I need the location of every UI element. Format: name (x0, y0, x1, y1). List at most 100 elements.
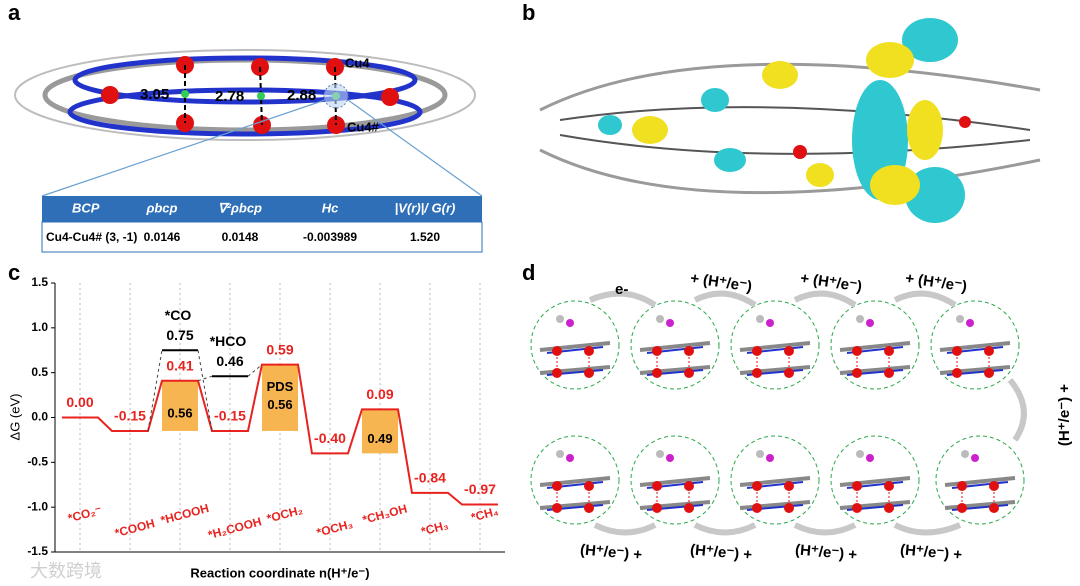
table-header: ρbcp (146, 200, 178, 215)
cu (784, 346, 794, 356)
step-arrow (593, 522, 657, 536)
cu (584, 368, 594, 378)
step-label: (H⁺/e⁻) + (1056, 384, 1073, 446)
cu (989, 481, 999, 491)
value-label: 0.41 (166, 357, 193, 373)
adsorbate (966, 319, 974, 327)
barrier (362, 409, 398, 454)
y-tick-label: 0.0 (31, 410, 48, 424)
energy-chart: -1.5 -1.0 -0.5 0.0 0.5 1.0 1.5 ΔG (eV) Reaction … (7, 275, 505, 580)
step-arrow (893, 522, 962, 536)
energy-path (62, 363, 498, 506)
adsorbate (656, 315, 664, 323)
step-arrow (793, 290, 857, 308)
x-tick-label: *OCH₃ (315, 517, 354, 540)
step-label: e- (615, 281, 628, 298)
cu (989, 503, 999, 513)
cu (784, 481, 794, 491)
value-label: -0.15 (214, 408, 246, 424)
molecule (944, 476, 1016, 510)
panel-label: a (8, 0, 21, 25)
value-label: 0.00 (66, 394, 93, 410)
adsorbate (866, 454, 874, 462)
distance: 2.88 (287, 87, 316, 104)
adsorbate (961, 450, 969, 458)
mechanism (530, 290, 1027, 536)
value-label: 0.59 (266, 341, 293, 357)
adsorbate (566, 319, 574, 327)
cu (752, 503, 762, 513)
table-cell: 1.520 (410, 230, 440, 244)
barrier (162, 380, 198, 431)
step-arrow (588, 290, 657, 308)
watermark: 大数跨境 (30, 561, 102, 581)
molecule (539, 341, 611, 375)
x-axis-label: Reaction coordinate n(H⁺/e⁻) (190, 565, 369, 580)
cu (852, 368, 862, 378)
cu (784, 503, 794, 513)
step-arrow (693, 290, 757, 308)
molecule (739, 476, 811, 510)
cu (584, 481, 594, 491)
y-tick-label: 1.0 (31, 320, 48, 334)
x-tick-label: *CH₄ (470, 504, 501, 525)
cu (852, 346, 862, 356)
cu (984, 368, 994, 378)
panel-label: c (8, 260, 20, 285)
molecule (639, 341, 711, 375)
cu (684, 503, 694, 513)
step-label: (H⁺/e⁻) + (794, 541, 858, 563)
cu (884, 346, 894, 356)
barrier-label: 0.56 (167, 405, 192, 420)
cu (957, 481, 967, 491)
table-cell: 0.0146 (144, 230, 181, 244)
cu (652, 368, 662, 378)
x-tick-label: *HCOOH (159, 501, 210, 527)
value-label: -0.97 (464, 481, 496, 497)
alt-connector (197, 375, 213, 382)
cu (884, 481, 894, 491)
table-cell: 0.0148 (222, 230, 259, 244)
cu (752, 368, 762, 378)
molecule (839, 476, 911, 510)
cu (652, 503, 662, 513)
x-tick-label: *CO₂⁻ (66, 503, 103, 525)
adsorbate (566, 454, 574, 462)
adsorbate (856, 315, 864, 323)
cu (684, 368, 694, 378)
annotation: PDS (267, 379, 294, 394)
barrier-label: 0.49 (367, 431, 392, 446)
molecule (839, 341, 911, 375)
panel-label: b (522, 0, 535, 25)
atom-label: Cu4# (347, 119, 380, 134)
adsorbate (971, 454, 979, 462)
panel-label: d (522, 260, 535, 285)
value-label: 0.09 (366, 386, 393, 402)
molecule (639, 476, 711, 510)
value-label: -0.15 (114, 408, 146, 424)
cu (752, 346, 762, 356)
step-label: (H⁺/e⁻) + (899, 541, 963, 563)
y-tick-label: -1.0 (27, 499, 48, 513)
table-cell: -0.003989 (303, 230, 357, 244)
adsorbate (766, 454, 774, 462)
y-tick-label: 0.5 (31, 365, 48, 379)
value-label: -0.40 (314, 430, 346, 446)
molecule (739, 341, 811, 375)
adsorbate (556, 315, 564, 323)
step-arrow (793, 522, 857, 536)
alt-species-label: *CO (165, 307, 192, 323)
cu (684, 346, 694, 356)
cu (852, 481, 862, 491)
x-tick-label: *COOH (113, 516, 156, 540)
distance: 3.05 (140, 86, 169, 103)
value-label: -0.84 (414, 470, 446, 486)
zoom-lines (41, 99, 483, 197)
cu (552, 368, 562, 378)
adsorbate (956, 315, 964, 323)
barrier (262, 364, 298, 431)
cu (784, 368, 794, 378)
adsorbate (556, 450, 564, 458)
x-tick-label: *H₂COOH (207, 514, 263, 542)
